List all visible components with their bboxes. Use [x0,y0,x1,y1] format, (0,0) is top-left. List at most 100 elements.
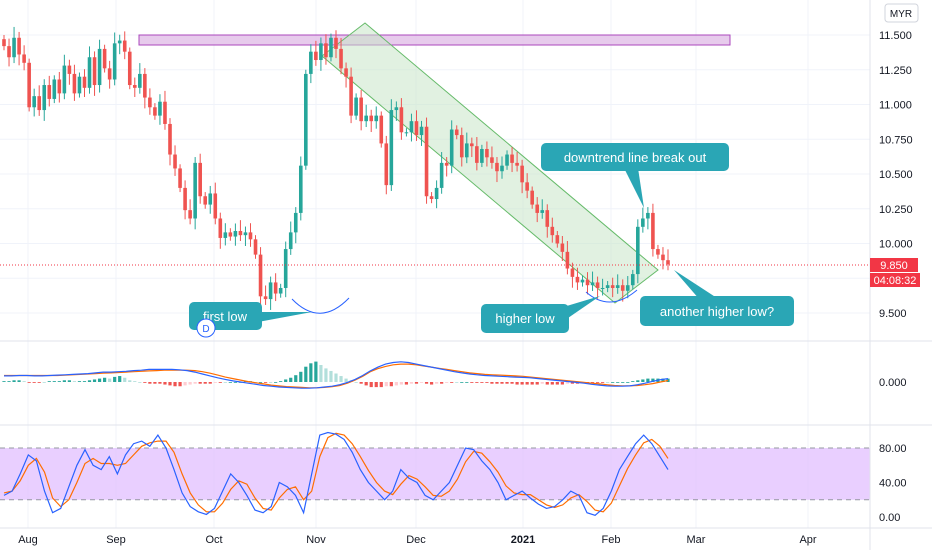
candle-body [455,130,459,136]
macd-histogram-bar [355,382,358,383]
macd-histogram-bar [526,382,529,385]
candle-body [133,85,137,88]
macd-histogram-bar [365,382,368,385]
macd-histogram-bar [284,379,287,382]
candle [148,88,152,114]
macd-histogram-bar [475,382,478,383]
countdown-label-text: 04:08:32 [874,275,917,287]
candle-body [254,239,258,254]
candle-body [299,166,303,213]
candle [304,70,308,170]
macd-histogram-bar [118,376,121,382]
candle-body [68,66,72,74]
currency-badge-text: MYR [890,9,912,20]
macd-histogram-bar [294,375,297,382]
candle [284,242,288,298]
macd-histogram-bar [88,380,91,382]
candle-body [53,79,57,98]
candle [53,75,57,103]
macd-histogram-bar [28,382,31,383]
candle-body [219,218,223,237]
candle-body [329,38,333,57]
candle-body [269,282,273,299]
candle [12,27,16,63]
candle [158,94,162,125]
candle-body [485,149,489,157]
candle [364,105,368,127]
macd-histogram-bar [410,382,413,384]
candle-body [561,244,565,252]
candle-body [284,249,288,288]
macd-histogram-bar [626,382,629,383]
candle-body [576,277,580,283]
candle [651,204,655,257]
candle [58,72,62,103]
candle [405,128,409,136]
candle-body [505,155,509,166]
candle-body [475,146,479,163]
macd-histogram-bar [621,382,624,383]
macd-histogram-bar [219,382,222,383]
candle [661,247,665,269]
candle-body [339,49,343,68]
time-tick-label: Apr [799,534,816,546]
macd-histogram-bar [641,379,644,382]
macd-histogram-bar [319,365,322,382]
macd-histogram-bar [83,381,86,382]
macd-histogram-bar [370,382,373,387]
stochastic-band [0,448,870,500]
candle-body [113,43,117,79]
macd-histogram-bar [360,382,363,384]
macd-histogram-bar [158,382,161,384]
resistance-zone[interactable] [139,35,730,45]
currency-badge[interactable]: MYR [885,4,918,22]
candle-body [213,193,217,218]
candle-body [410,121,414,132]
candle [208,186,212,214]
macd-histogram-bar [168,382,171,385]
candle-body [364,116,368,122]
macd-histogram-bar [23,381,26,382]
candle-body [465,143,469,157]
macd-histogram-bar [490,382,493,384]
macd-histogram-bar [445,382,448,383]
macd-histogram-bar [234,382,237,383]
macd-histogram-bar [631,381,634,382]
candle [299,156,303,220]
candle-body [73,74,77,93]
macd-histogram-bar [606,382,609,383]
candle-body [611,285,615,288]
macd-histogram-bar [561,382,564,385]
candle-body [17,38,21,55]
macd-histogram-bar [405,382,408,385]
candle [224,223,228,245]
candle [103,45,107,73]
interval-badge[interactable]: D [197,319,215,337]
macd-histogram-bar [531,382,534,385]
candle [173,145,177,176]
macd-histogram-bar [395,382,398,385]
callout-higher-low[interactable]: higher low [481,296,600,333]
candle [289,222,293,255]
price-tick-label: 10.000 [879,239,913,251]
macd-histogram-bar [440,382,443,384]
candle [425,118,429,204]
candle [17,32,21,65]
candle-body [108,68,112,79]
candle-body [551,227,555,235]
candle-body [495,163,499,171]
macd-histogram-bar [143,382,146,383]
callout-breakout-text: downtrend line break out [564,150,707,165]
macd-histogram-bar [299,372,302,382]
candle [641,208,645,233]
macd-histogram-bar [541,382,544,384]
candle-body [369,116,373,122]
candle-body [324,43,328,57]
macd-histogram-bar [7,381,10,382]
time-axis[interactable]: Aug Sep Oct Nov Dec 2021 Feb Mar Apr [18,534,817,546]
candle-body [390,110,394,185]
candle-body [163,102,167,124]
candle-body [440,163,444,188]
macd-histogram-bar [515,382,518,385]
